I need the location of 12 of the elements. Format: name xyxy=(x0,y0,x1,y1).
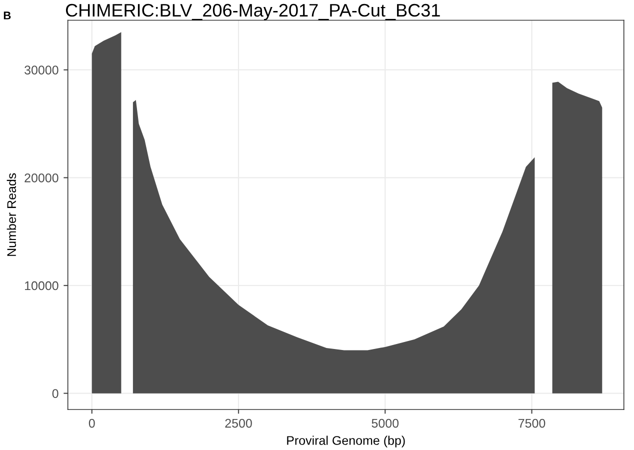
y-tick-label: 0 xyxy=(52,389,58,398)
x-axis-title: Proviral Genome (bp) xyxy=(287,436,405,448)
y-axis-title: Number Reads xyxy=(6,173,16,256)
x-tick-label: 0 xyxy=(88,418,95,428)
x-tick-label: 7500 xyxy=(518,418,546,428)
x-tick-label: 2500 xyxy=(225,418,252,428)
y-tick-label: 30000 xyxy=(24,66,58,74)
text: B xyxy=(4,12,11,20)
y-tick-label: 10000 xyxy=(25,281,58,290)
chart-title: CHIMERIC:BLV_206-May-2017_PA-Cut_BC31 xyxy=(66,4,440,20)
x-tick-label: 5000 xyxy=(372,418,399,428)
y-tick-label: 20000 xyxy=(24,173,58,182)
